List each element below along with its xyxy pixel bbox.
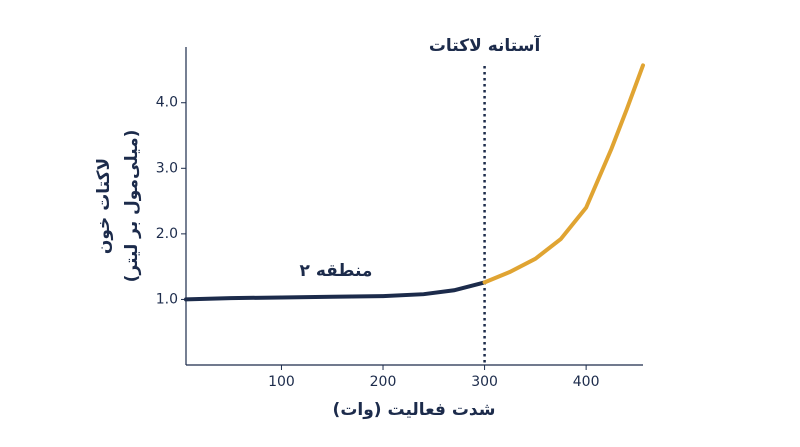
- x-axis-label: شدت فعالیت (وات): [333, 400, 496, 420]
- y-tick-label: 4.0: [156, 95, 178, 111]
- y-tick-label: 1.0: [156, 291, 178, 307]
- zone-label: منطقه ۲: [300, 261, 373, 281]
- line: [482, 63, 645, 285]
- y-axis-label: (میلی‌مول بر لیتر): [122, 130, 142, 283]
- line: [184, 280, 487, 302]
- y-tick-label: 3.0: [156, 160, 178, 176]
- x-tick-label: 100: [268, 374, 295, 390]
- x-tick-label: 200: [370, 374, 397, 390]
- x-tick-label: 400: [573, 374, 600, 390]
- threshold-label: آستانه لاکتات: [429, 34, 542, 56]
- y-axis-label: لاکتات خون: [94, 158, 114, 254]
- y-tick-label: 2.0: [156, 226, 178, 242]
- x-tick-label: 300: [471, 374, 498, 390]
